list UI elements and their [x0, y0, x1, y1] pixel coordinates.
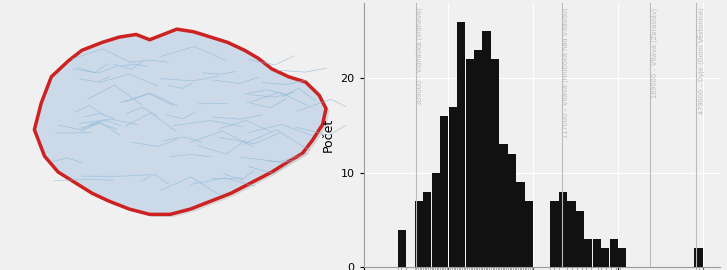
Bar: [576, 211, 584, 267]
Bar: [516, 182, 525, 267]
Bar: [483, 31, 491, 267]
Bar: [474, 50, 482, 267]
Text: 117000 – Vltava (Hluboká nad Vltavou): 117000 – Vltava (Hluboká nad Vltavou): [563, 7, 571, 138]
Bar: [618, 248, 627, 267]
Bar: [491, 59, 499, 267]
Bar: [414, 201, 423, 267]
Text: 309000 – Vidnávka (Vidnava): 309000 – Vidnávka (Vidnava): [417, 7, 425, 105]
Y-axis label: Počet: Počet: [322, 118, 335, 152]
Bar: [525, 201, 533, 267]
Bar: [550, 201, 558, 267]
Bar: [440, 116, 449, 267]
Bar: [457, 22, 465, 267]
Text: 169000 – Vltava (Zbrasláv): 169000 – Vltava (Zbrasláv): [651, 7, 659, 98]
Polygon shape: [34, 29, 326, 214]
Bar: [593, 239, 601, 267]
Bar: [508, 154, 516, 267]
Bar: [610, 239, 618, 267]
Bar: [567, 201, 576, 267]
Bar: [398, 230, 406, 267]
Bar: [585, 239, 593, 267]
Bar: [465, 59, 474, 267]
Bar: [694, 248, 703, 267]
Text: 479000 – Dyje (Dolní Věstonice): 479000 – Dyje (Dolní Věstonice): [697, 7, 705, 114]
Bar: [559, 192, 567, 267]
Bar: [449, 107, 457, 267]
Bar: [423, 192, 431, 267]
Polygon shape: [38, 32, 329, 217]
Bar: [499, 144, 507, 267]
Bar: [601, 248, 609, 267]
Bar: [432, 173, 440, 267]
